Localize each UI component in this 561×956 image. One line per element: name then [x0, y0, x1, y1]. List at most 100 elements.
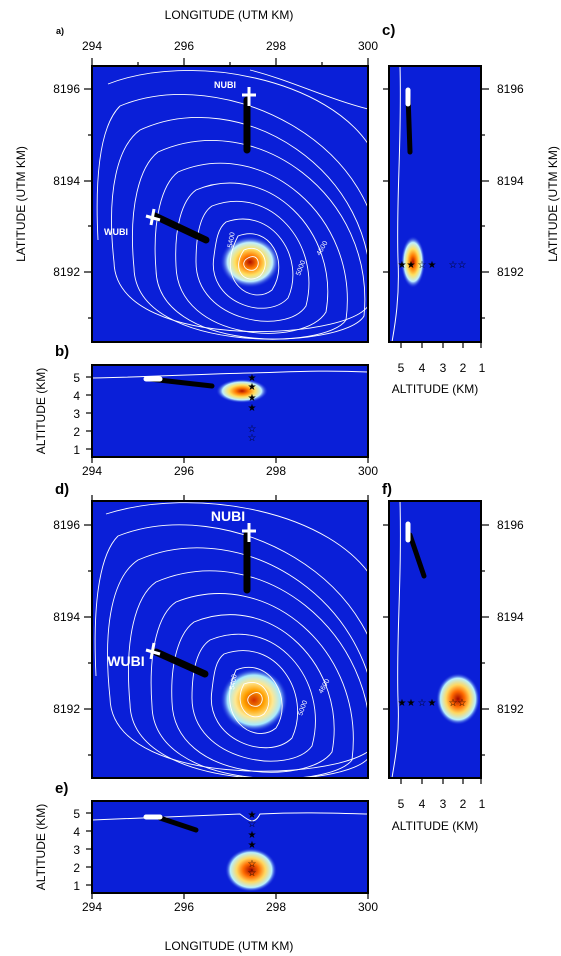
star: ★: [398, 698, 407, 709]
panel-e-alt-tick-5: 5: [73, 807, 80, 821]
panel-f-alt-tick-4: 4: [419, 797, 426, 811]
panel-b-section: ★ ★ ★ ★ ☆ ☆ 5 4 3 2 1 294 296 298 300: [73, 364, 378, 478]
panel-f-frame: [388, 500, 482, 779]
star: ☆: [248, 433, 257, 444]
panel-c-section: ★ ★ ☆ ★ ☆ ☆ 8196 8194 8192 5 4 3 2 1: [383, 65, 524, 375]
panel-letter-b: b): [55, 343, 69, 360]
panel-f-alt-tick-2: 2: [460, 797, 467, 811]
star: ★: [428, 698, 437, 709]
right-latitude-label: LATITUDE (UTM KM): [546, 146, 560, 262]
panel-b-altitude-label: ALTITUDE (KM): [34, 368, 48, 454]
star: ☆: [248, 819, 257, 830]
panel-e-alt-tick-4: 4: [73, 825, 80, 839]
star: ☆: [458, 260, 467, 271]
panel-f-lat-tick-8192: 8192: [497, 702, 524, 716]
panel-d-contour-label-5400: 5400: [229, 674, 239, 691]
star: ☆: [449, 260, 458, 271]
panel-c-frame: [388, 65, 482, 343]
panel-d-lat-tick-8192: 8192: [53, 702, 80, 716]
panel-a-hotspot: [220, 236, 280, 288]
panel-letter-d: d): [55, 481, 69, 498]
panel-d-lat-tick-8196: 8196: [53, 518, 80, 532]
panel-c-lat-tick-8194: 8194: [497, 174, 524, 188]
star: ☆: [418, 260, 427, 271]
panel-a-map: NUBI WUBI 5400 5000 4600 294 296 298 300…: [53, 39, 378, 343]
panel-e-lon-tick-296: 296: [174, 900, 194, 914]
wubi-label-2: WUBI: [107, 653, 144, 669]
panel-b-alt-tick-3: 3: [73, 407, 80, 421]
panel-e-alt-tick-2: 2: [73, 861, 80, 875]
wubi-label: WUBI: [104, 227, 128, 237]
star: ☆: [248, 868, 257, 879]
panel-f-hotspot: [436, 673, 480, 725]
star: ☆: [248, 424, 257, 435]
panel-a-contours: [96, 69, 368, 340]
bottom-longitude-label: LONGITUDE (UTM KM): [165, 939, 294, 953]
panel-d-contour-label-5000: 5000: [297, 700, 309, 717]
panel-a-lat-tick-8192: 8192: [53, 265, 80, 279]
panel-b-lon-tick-298: 298: [266, 464, 286, 478]
panel-c-alt-tick-4: 4: [419, 361, 426, 375]
panel-f-lat-tick-8194: 8194: [497, 610, 524, 624]
nubi-marker: [242, 87, 256, 106]
panel-f-alt-tick-1: 1: [479, 797, 486, 811]
star: ★: [407, 260, 416, 271]
panel-b-topography: [92, 370, 368, 379]
panel-f-lat-tick-8196: 8196: [497, 518, 524, 532]
panel-e-lon-tick-298: 298: [266, 900, 286, 914]
star: ★: [248, 840, 257, 851]
star: ★: [248, 382, 257, 393]
panel-f-alt-tick-3: 3: [440, 797, 447, 811]
panel-c-lat-tick-8196: 8196: [497, 82, 524, 96]
panel-b-hotspot: [216, 379, 268, 403]
panel-c-alt-tick-1: 1: [479, 361, 486, 375]
panel-d-map: NUBI WUBI 5400 5000 4600 8196 8194 8192: [53, 495, 369, 779]
panel-a-lon-tick-298: 298: [266, 39, 286, 53]
star: ☆: [458, 698, 467, 709]
star: ☆: [248, 859, 257, 870]
panel-a-lat-tick-8196: 8196: [53, 82, 80, 96]
panel-letter-f: f): [382, 481, 392, 498]
panel-e-hotspot: [225, 848, 277, 892]
panel-a-lat-tick-8194: 8194: [53, 174, 80, 188]
panel-d-hotspot: [220, 668, 288, 732]
panel-e-lon-tick-300: 300: [358, 900, 378, 914]
panel-c-lat-tick-8192: 8192: [497, 265, 524, 279]
panel-f-stars: ★ ★ ☆ ★ ☆ ☆: [398, 698, 467, 709]
panel-e-stars: ★ ☆ ★ ★ ☆ ☆: [248, 810, 257, 879]
panel-a-lon-tick-294: 294: [82, 39, 102, 53]
star: ★: [248, 810, 257, 821]
panel-letter-c: c): [382, 22, 395, 39]
panel-a-lon-tick-296: 296: [174, 39, 194, 53]
star: ★: [407, 698, 416, 709]
top-longitude-label: LONGITUDE (UTM KM): [165, 8, 294, 22]
star: ★: [398, 260, 407, 271]
panel-letter-e: e): [55, 780, 68, 797]
panel-e-section: ★ ☆ ★ ★ ☆ ☆ 5 4 3 2 1 294 296 298 300: [73, 800, 378, 914]
nubi-label-2: NUBI: [211, 508, 245, 524]
star: ★: [248, 830, 257, 841]
panel-e-alt-tick-3: 3: [73, 843, 80, 857]
star: ★: [248, 393, 257, 404]
panel-e-lon-tick-294: 294: [82, 900, 102, 914]
panel-d-contours: [94, 502, 368, 778]
panel-a-contour-label-5000: 5000: [295, 260, 307, 277]
panel-a-field: [92, 66, 368, 342]
panel-a-lon-tick-300: 300: [358, 39, 378, 53]
panel-c-alt-tick-5: 5: [398, 361, 405, 375]
panel-c-hotspot: [401, 236, 425, 288]
panel-e-frame: [91, 800, 369, 894]
star: ★: [428, 260, 437, 271]
panel-b-lon-tick-300: 300: [358, 464, 378, 478]
panel-b-frame: [91, 364, 369, 458]
panel-letter-a: a): [56, 26, 64, 36]
panel-c-alt-tick-2: 2: [460, 361, 467, 375]
panel-f-section: ★ ★ ☆ ★ ☆ ☆ 8196 8194 8192 5 4 3 2 1: [383, 500, 524, 811]
panel-b-alt-tick-4: 4: [73, 389, 80, 403]
star: ☆: [418, 698, 427, 709]
star: ★: [248, 373, 257, 384]
panel-b-lon-tick-294: 294: [82, 464, 102, 478]
wubi-ray: [151, 212, 210, 244]
panel-c-stars: ★ ★ ☆ ★ ☆ ☆: [398, 260, 467, 271]
panel-c-alt-tick-3: 3: [440, 361, 447, 375]
